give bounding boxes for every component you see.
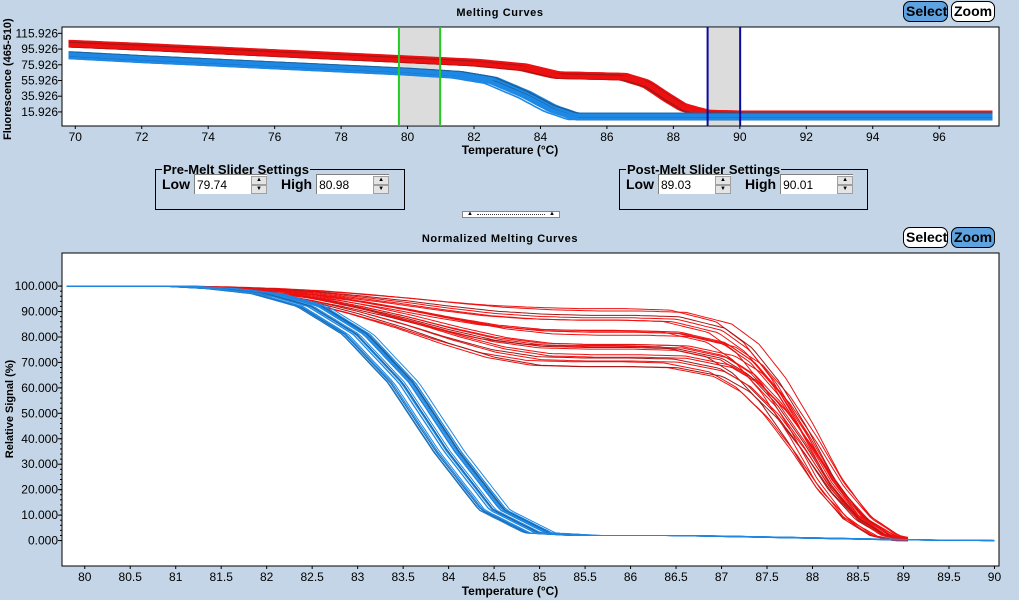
spin-down-icon[interactable]: ▼ — [837, 184, 854, 194]
blue-group-curve — [68, 52, 993, 116]
post-melt-slider-settings: Post-Melt Slider Settings Low ▲ ▼ High ▲… — [619, 162, 868, 210]
pre-melt-slider-settings: Pre-Melt Slider Settings Low ▲ ▼ High ▲ … — [155, 162, 405, 210]
x-tick-label: 90 — [733, 130, 747, 144]
y-tick-label: 115.926 — [16, 26, 59, 40]
melting-curves-title: Melting Curves — [456, 7, 544, 19]
pre-melt-high-input[interactable] — [317, 175, 372, 194]
post-melt-legend: Post-Melt Slider Settings — [627, 162, 781, 177]
x-tick-label: 96 — [933, 130, 947, 144]
x-tick-label: 82.5 — [300, 570, 324, 584]
x-tick-label: 84 — [442, 570, 456, 584]
post-melt-high-spinner[interactable]: ▲ ▼ — [780, 174, 854, 194]
y-tick-label: 10.000 — [21, 508, 58, 522]
post-melt-low-spinner[interactable]: ▲ ▼ — [658, 174, 731, 194]
x-tick-label: 70 — [69, 130, 83, 144]
x-tick-label: 86 — [600, 130, 614, 144]
blue-group-curve — [68, 57, 993, 120]
x-tick-label: 90 — [988, 570, 1002, 584]
post-melt-band — [707, 28, 741, 125]
pre-melt-legend: Pre-Melt Slider Settings — [163, 162, 309, 177]
x-tick-label: 88 — [667, 130, 681, 144]
red-group-curve — [68, 39, 993, 113]
y-tick-label: 75.926 — [21, 58, 58, 72]
y-tick-label: 30.000 — [21, 457, 58, 471]
splitter-grip — [476, 214, 546, 215]
y-tick-label: 35.926 — [21, 89, 58, 103]
spin-down-icon[interactable]: ▼ — [715, 184, 731, 194]
normalized-melting-curves-chart[interactable]: 80 80.5 81 81.5 82 82.5 83 83.5 84 84.5 85 85.5 86 86… — [0, 240, 1019, 600]
y-tick-label: 40.000 — [21, 432, 58, 446]
x-tick-label: 83 — [351, 570, 365, 584]
y-tick-label: 55.926 — [21, 73, 58, 87]
x-tick-label: 87.5 — [755, 570, 779, 584]
post-melt-high-input[interactable] — [781, 175, 836, 194]
bottom-select-button[interactable]: Select — [903, 227, 948, 248]
x-tick-label: 89 — [897, 570, 911, 584]
x-tick-label: 94 — [866, 130, 880, 144]
x-tick-label: 87 — [715, 570, 729, 584]
splitter-up-icon: ▲ — [467, 211, 473, 217]
x-tick-label: 81 — [169, 570, 183, 584]
pre-melt-high-label: High — [281, 176, 313, 192]
pre-melt-low-label: Low — [162, 176, 190, 192]
x-tick-label: 72 — [135, 130, 149, 144]
bottom-x-axis-title: Temperature (°C) — [461, 584, 559, 598]
x-tick-label: 78 — [334, 130, 348, 144]
x-tick-label: 83.5 — [391, 570, 415, 584]
x-tick-label: 76 — [268, 130, 282, 144]
blue-group-curve — [66, 285, 995, 541]
melting-curves-chart[interactable]: 70 72 74 76 78 80 82 84 86 88 90 92 94 96 115.926 95.92… — [0, 0, 1019, 160]
x-tick-label: 81.5 — [210, 570, 234, 584]
y-tick-label: 60.000 — [21, 381, 58, 395]
y-tick-label: 90.000 — [21, 305, 58, 319]
x-tick-label: 74 — [202, 130, 216, 144]
y-tick-label: 100.000 — [15, 279, 59, 293]
x-tick-label: 82 — [260, 570, 274, 584]
spin-up-icon[interactable]: ▲ — [837, 175, 854, 185]
spin-up-icon[interactable]: ▲ — [373, 175, 390, 185]
y-tick-label: 50.000 — [21, 406, 58, 420]
x-tick-label: 84 — [534, 130, 548, 144]
splitter-up-icon: ▲ — [549, 211, 555, 217]
plot-area — [61, 26, 1000, 127]
x-tick-label: 85 — [533, 570, 547, 584]
x-tick-label: 86 — [624, 570, 638, 584]
x-tick-label: 80 — [78, 570, 92, 584]
spin-down-icon[interactable]: ▼ — [373, 184, 390, 194]
x-tick-label: 88 — [806, 570, 820, 584]
y-tick-label: 15.926 — [21, 105, 58, 119]
post-melt-low-input[interactable] — [659, 175, 713, 194]
pre-melt-high-spinner[interactable]: ▲ ▼ — [316, 174, 390, 194]
post-melt-high-label: High — [745, 176, 777, 192]
top-x-axis-title: Temperature (°C) — [461, 143, 559, 157]
x-tick-label: 84.5 — [482, 570, 506, 584]
x-tick-label: 80 — [401, 130, 415, 144]
x-tick-label: 86.5 — [664, 570, 688, 584]
bottom-zoom-button[interactable]: Zoom — [951, 227, 995, 248]
x-tick-label: 89.5 — [937, 570, 961, 584]
y-tick-label: 70.000 — [21, 355, 58, 369]
panel-splitter-handle[interactable]: ▲ ▲ — [462, 211, 560, 218]
top-select-button[interactable]: Select — [903, 1, 948, 22]
y-tick-label: 80.000 — [21, 330, 58, 344]
y-tick-label: 95.926 — [21, 42, 58, 56]
y-tick-label: 20.000 — [21, 483, 58, 497]
top-zoom-button[interactable]: Zoom — [951, 1, 995, 22]
x-tick-label: 85.5 — [573, 570, 597, 584]
spin-up-icon[interactable]: ▲ — [715, 175, 731, 185]
pre-melt-low-input[interactable] — [195, 175, 249, 194]
x-tick-label: 92 — [800, 130, 814, 144]
pre-melt-low-spinner[interactable]: ▲ ▼ — [194, 174, 267, 194]
y-tick-label: 0.000 — [28, 534, 58, 548]
x-tick-label: 88.5 — [846, 570, 870, 584]
spin-down-icon[interactable]: ▼ — [251, 184, 267, 194]
normalized-melting-curves-title: Normalized Melting Curves — [421, 233, 579, 245]
post-melt-low-label: Low — [626, 176, 654, 192]
blue-group-curve — [68, 54, 993, 118]
spin-up-icon[interactable]: ▲ — [251, 175, 267, 185]
x-tick-label: 80.5 — [119, 570, 143, 584]
x-tick-label: 82 — [467, 130, 481, 144]
